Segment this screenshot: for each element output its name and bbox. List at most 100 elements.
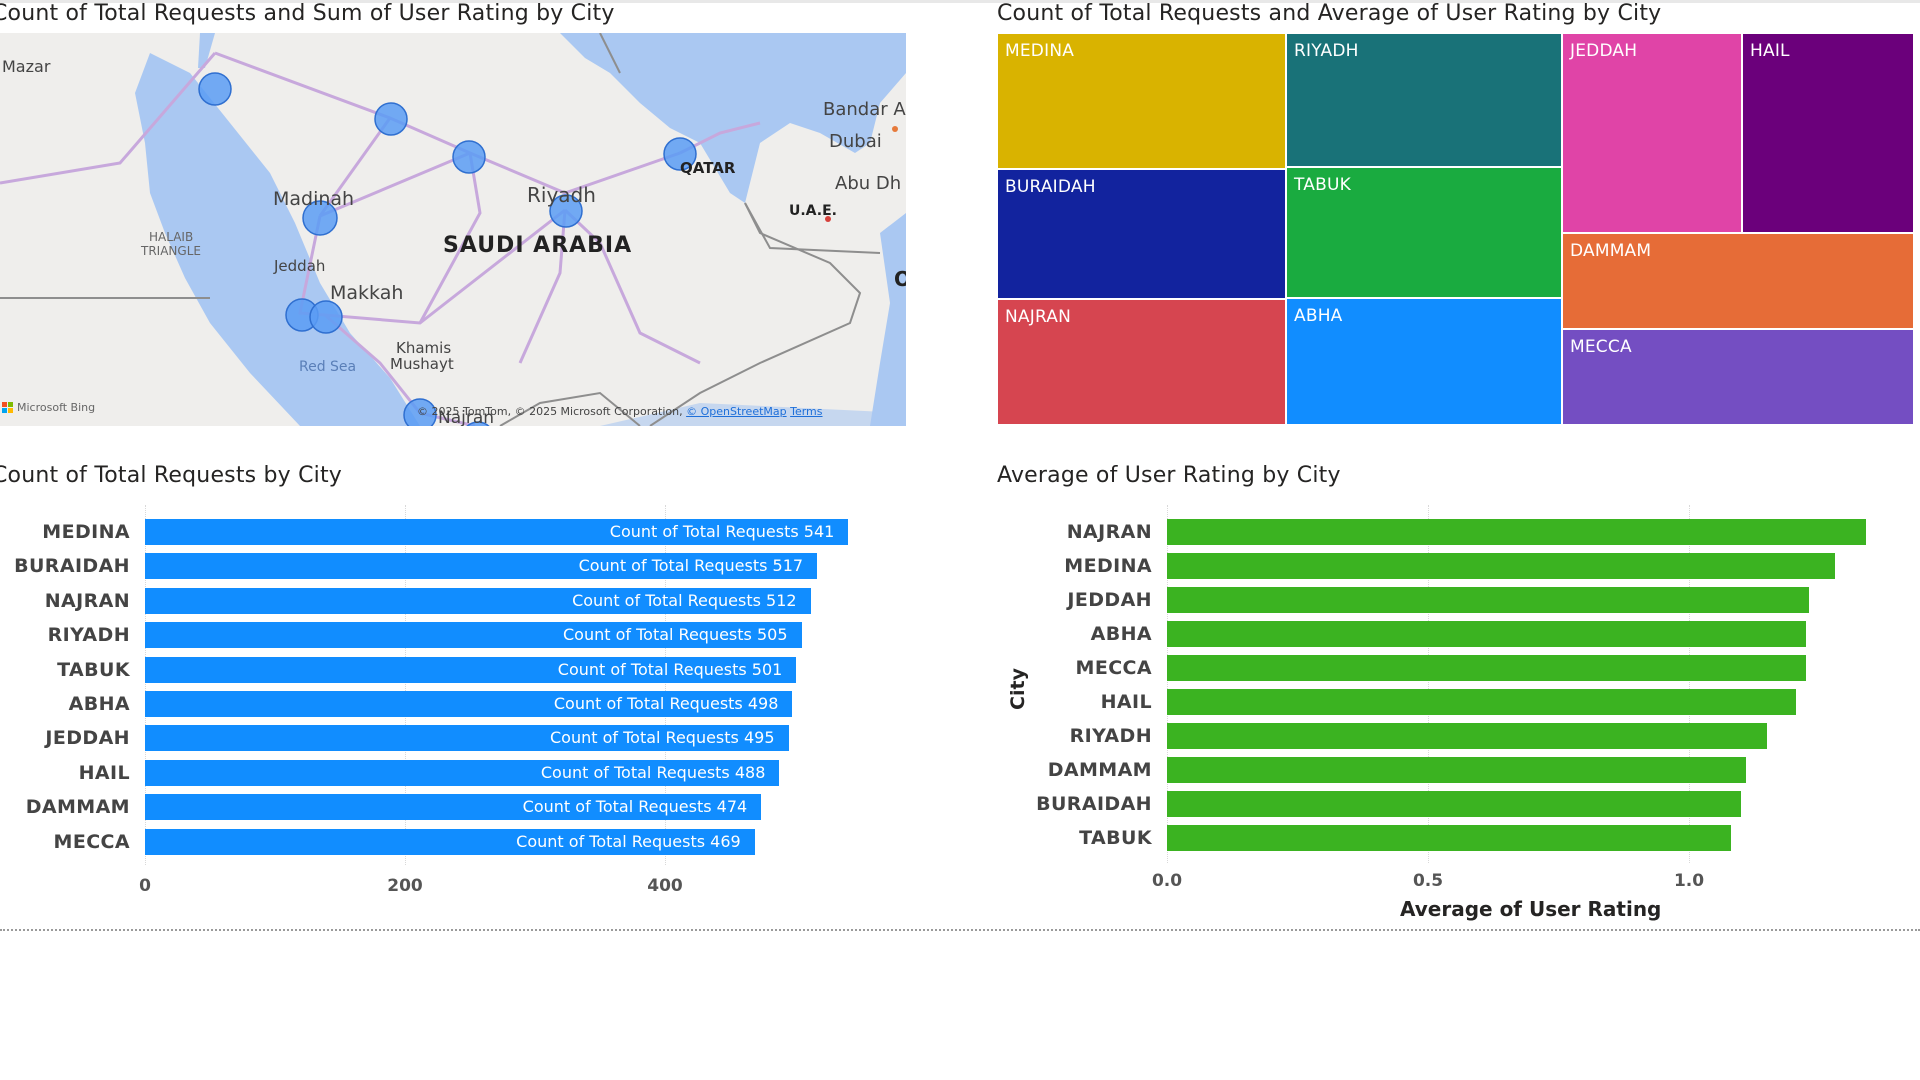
count-bar-abha[interactable] <box>145 691 793 717</box>
count-row-label-dammam: DAMMAM <box>25 796 130 819</box>
rating-bar-hail[interactable] <box>1167 689 1796 715</box>
count-bar-medina[interactable] <box>145 519 849 545</box>
map-label-khamis-1: Khamis <box>396 339 452 357</box>
count-row-label-hail: HAIL <box>78 761 130 784</box>
map-label-uae: U.A.E. <box>789 203 837 219</box>
count-bar-najran[interactable] <box>145 587 811 614</box>
count-x-tick: 0 <box>139 876 151 896</box>
rating-row-label-buraidah: BURAIDAH <box>1036 793 1152 815</box>
rating-x-axis-title: Average of User Rating <box>1400 897 1662 921</box>
map-label-saudi-arabia: SAUDI ARABIA <box>443 233 633 258</box>
rating-bar-mecca[interactable] <box>1167 655 1807 681</box>
rating-bar-dammam[interactable] <box>1167 757 1747 783</box>
treemap-label: BURAIDAH <box>1005 177 1096 197</box>
treemap-label: MECCA <box>1570 337 1632 357</box>
count-bar-dammam[interactable] <box>145 794 762 821</box>
rating-row-label-jeddah: JEDDAH <box>1067 589 1152 611</box>
count-x-tick: 200 <box>387 876 423 896</box>
rating-gridline <box>1689 505 1690 863</box>
rating-bar-abha[interactable] <box>1167 621 1807 647</box>
count-data-label-mecca: Count of Total Requests 469 <box>516 831 741 851</box>
rating-bar-najran[interactable] <box>1167 519 1867 545</box>
rating-x-tick: 0.5 <box>1412 871 1444 891</box>
rating-bar-buraidah[interactable] <box>1167 791 1742 817</box>
map-label-khamis-2: Mushayt <box>390 355 454 373</box>
count-bar-hail[interactable] <box>145 759 780 786</box>
rating-y-axis-title: City <box>1006 668 1029 710</box>
terms-link[interactable]: Terms <box>790 405 823 418</box>
treemap-label: DAMMAM <box>1570 241 1652 261</box>
count-row-label-tabuk: TABUK <box>57 658 130 681</box>
map-label-abu-dhabi: Abu Dh <box>835 173 902 194</box>
treemap-cell-medina[interactable]: MEDINA <box>997 33 1286 169</box>
map-visual[interactable]: Mazar Bandar A Dubai Abu Dh QATAR U.A.E.… <box>0 33 906 426</box>
rating-x-tick: 1.0 <box>1673 871 1705 891</box>
rating-row-label-medina: MEDINA <box>1064 555 1152 577</box>
count-row-label-mecca: MECCA <box>53 830 130 853</box>
rating-bar-medina[interactable] <box>1167 553 1836 579</box>
count-bar-buraidah[interactable] <box>145 553 818 580</box>
bing-logo: Microsoft Bing <box>2 401 95 414</box>
count-bar-jeddah[interactable] <box>145 725 789 752</box>
count-row-label-jeddah: JEDDAH <box>45 727 130 750</box>
rating-x-tick: 0.0 <box>1151 871 1183 891</box>
rating-row-label-abha: ABHA <box>1090 623 1152 645</box>
treemap-label: JEDDAH <box>1570 41 1638 61</box>
rating-bar-tabuk[interactable] <box>1167 825 1731 851</box>
treemap-cell-dammam[interactable]: DAMMAM <box>1562 233 1914 329</box>
map-label-red-sea: Red Sea <box>299 359 357 375</box>
map-label-jeddah: Jeddah <box>274 257 326 275</box>
treemap-label: RIYADH <box>1294 41 1359 61</box>
rating-gridline <box>1428 505 1429 863</box>
count-row-label-abha: ABHA <box>68 693 130 715</box>
treemap-cell-buraidah[interactable]: BURAIDAH <box>997 169 1286 299</box>
rating-bar-riyadh[interactable] <box>1167 723 1768 749</box>
map-label-makkah: Makkah <box>330 282 404 304</box>
rating-bar-jeddah[interactable] <box>1167 587 1810 613</box>
map-title: Count of Total Requests and Sum of User … <box>0 1 615 26</box>
count-data-label-najran: Count of Total Requests 512 <box>572 590 797 610</box>
map-label-mazar: Mazar <box>2 57 51 76</box>
page-divider <box>0 929 1920 931</box>
map-city-markers <box>198 72 697 426</box>
count-x-tick: 400 <box>647 876 683 896</box>
count-chart-title: Count of Total Requests by City <box>0 463 343 488</box>
microsoft-logo-icon <box>2 402 13 413</box>
map-copyright: © 2025 TomTom, © 2025 Microsoft Corporat… <box>417 405 683 418</box>
treemap-cell-mecca[interactable]: MECCA <box>1562 329 1914 425</box>
count-bar-tabuk[interactable] <box>145 656 797 683</box>
rating-row-label-najran: NAJRAN <box>1066 521 1152 543</box>
map-attribution: © 2025 TomTom, © 2025 Microsoft Corporat… <box>417 405 823 418</box>
count-bar-mecca[interactable] <box>145 828 755 855</box>
treemap-cell-najran[interactable]: NAJRAN <box>997 299 1286 425</box>
rating-gridline <box>1167 505 1168 863</box>
count-bar-riyadh[interactable] <box>145 622 802 649</box>
treemap-label: HAIL <box>1750 41 1790 61</box>
count-gridline <box>145 505 146 865</box>
count-data-label-jeddah: Count of Total Requests 495 <box>549 728 775 748</box>
treemap-cell-jeddah[interactable]: JEDDAH <box>1562 33 1742 233</box>
rating-row-label-mecca: MECCA <box>1075 657 1152 679</box>
map-label-najran: Najran <box>438 408 495 426</box>
map-canvas[interactable] <box>0 33 906 426</box>
treemap-cell-riyadh[interactable]: RIYADH <box>1286 33 1562 167</box>
count-data-label-tabuk: Count of Total Requests 501 <box>557 659 783 679</box>
count-gridline <box>665 505 666 865</box>
treemap-label: ABHA <box>1294 306 1343 326</box>
treemap-visual[interactable]: MEDINA BURAIDAH NAJRAN RIYADH TABUK ABHA… <box>997 33 1914 425</box>
treemap-cell-abha[interactable]: ABHA <box>1286 298 1562 425</box>
count-row-label-medina: MEDINA <box>42 521 130 543</box>
count-data-label-riyadh: Count of Total Requests 505 <box>562 625 788 645</box>
treemap-cell-hail[interactable]: HAIL <box>1742 33 1914 233</box>
count-data-label-buraidah: Count of Total Requests 517 <box>578 556 804 576</box>
count-data-label-hail: Count of Total Requests 488 <box>540 762 766 782</box>
osm-link[interactable]: © OpenStreetMap <box>686 405 787 418</box>
rating-chart-title: Average of User Rating by City <box>997 463 1341 488</box>
count-data-label-dammam: Count of Total Requests 474 <box>522 797 748 817</box>
rating-row-label-tabuk: TABUK <box>1079 827 1152 849</box>
treemap-cell-tabuk[interactable]: TABUK <box>1286 167 1562 298</box>
count-row-label-riyadh: RIYADH <box>47 624 130 647</box>
count-row-label-buraidah: BURAIDAH <box>14 555 130 578</box>
treemap-label: TABUK <box>1294 175 1351 195</box>
count-gridline <box>405 505 406 865</box>
